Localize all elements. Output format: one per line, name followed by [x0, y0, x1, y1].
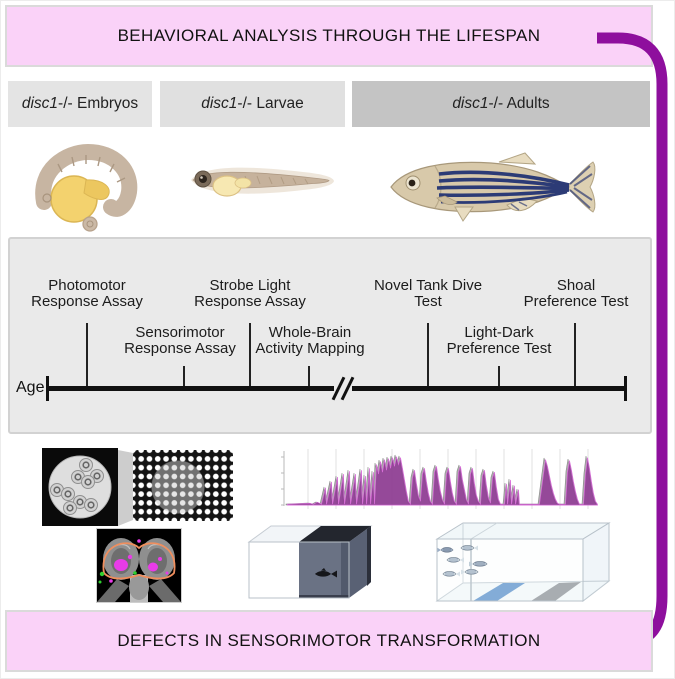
timeline-tick: [427, 323, 429, 389]
stage-header-embryos: disc1 -/- Embryos: [8, 81, 152, 127]
stage-label: -/- Larvae: [237, 95, 304, 112]
gene-label: disc1: [201, 95, 238, 112]
axis-end-cap: [624, 376, 627, 401]
fish-silhouette-icon: [315, 568, 337, 578]
assay-whole-brain: Whole-Brain Activity Mapping: [255, 324, 365, 357]
shoal-fish-group: [437, 545, 488, 577]
embryo-illustration: [35, 143, 138, 232]
well-plate-image: [133, 450, 233, 521]
axis-break: [334, 383, 352, 394]
zoom-connector-icon: [118, 450, 133, 526]
age-axis-label: Age: [16, 379, 45, 396]
blue-floor-stripe: [473, 583, 525, 601]
top-banner: BEHAVIORAL ANALYSIS THROUGH THE LIFESPAN: [5, 5, 653, 67]
top-banner-label: BEHAVIORAL ANALYSIS THROUGH THE LIFESPAN: [117, 26, 541, 45]
bottom-banner-label: DEFECTS IN SENSORIMOTOR TRANSFORMATION: [117, 631, 541, 650]
assay-shoal: Shoal Preference Test: [523, 277, 629, 310]
gene-label: disc1: [452, 95, 489, 112]
timeline-tick: [574, 323, 576, 389]
petri-dish-embryos-image: [42, 448, 118, 526]
assay-strobe-light: Strobe Light Response Assay: [194, 277, 306, 310]
activity-trace-plot: [281, 449, 598, 509]
assay-novel-tank: Novel Tank Dive Test: [373, 277, 483, 310]
larva-illustration: [191, 167, 334, 197]
assay-sensorimotor: Sensorimotor Response Assay: [124, 324, 236, 357]
light-dark-tank-illustration: [247, 525, 373, 599]
timeline-panel: Photomotor Response Assay Strobe Light Res…: [8, 237, 652, 434]
shoal-tank-illustration: [435, 522, 611, 603]
timeline-tick: [308, 366, 310, 389]
bottom-banner: DEFECTS IN SENSORIMOTOR TRANSFORMATION: [5, 610, 653, 672]
brain-activity-image: [96, 528, 182, 603]
assay-photomotor: Photomotor Response Assay: [31, 277, 143, 310]
adult-zebrafish-illustration: [390, 152, 596, 222]
stage-header-larvae: disc1 -/- Larvae: [160, 81, 345, 127]
timeline-tick: [498, 366, 500, 389]
axis-start-cap: [46, 376, 49, 401]
timeline-tick: [86, 323, 88, 389]
assay-light-dark: Light-Dark Preference Test: [446, 324, 552, 357]
timeline-tick: [183, 366, 185, 389]
gray-floor-stripe: [531, 582, 581, 601]
stage-label: -/- Embryos: [58, 95, 139, 112]
gene-label: disc1: [21, 95, 59, 112]
stage-header-adults: disc1 -/- Adults: [352, 81, 650, 127]
stage-label: -/- Adults: [488, 95, 550, 112]
trace-purple: [287, 456, 598, 506]
timeline-tick: [249, 323, 251, 389]
